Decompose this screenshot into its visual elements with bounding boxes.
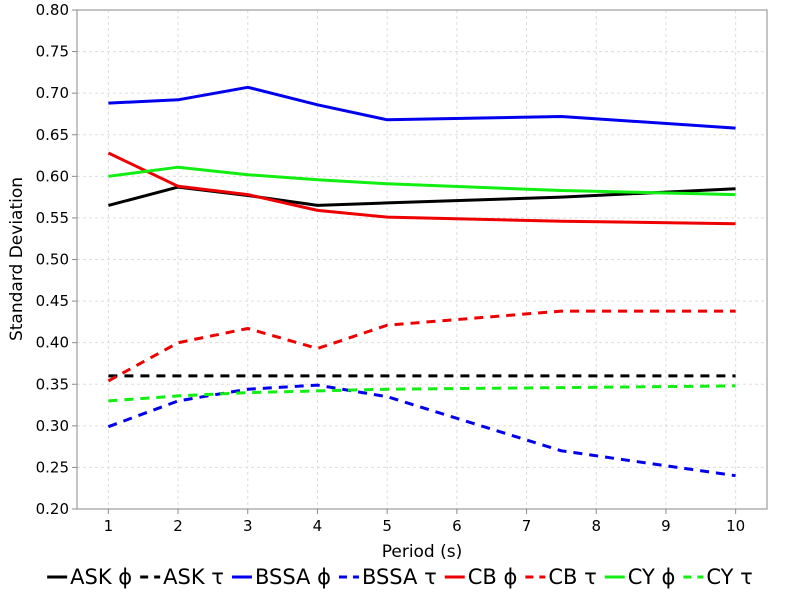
legend: ASK ϕ ASK τ BSSA ϕ BSSA τ CB ϕ CB τ CY ϕ CY τ xyxy=(47,565,753,589)
series-line-4 xyxy=(107,151,736,226)
legend-item-5: CB τ xyxy=(525,565,597,589)
y-tick-label: 0.45 xyxy=(36,292,69,310)
legend-item-1: ASK τ xyxy=(140,565,224,589)
y-tick-label: 0.65 xyxy=(36,126,69,144)
legend-item-4: CB ϕ xyxy=(444,565,518,589)
series-line-5 xyxy=(107,309,736,383)
y-tick-label: 0.60 xyxy=(36,167,69,185)
legend-label: CY ϕ xyxy=(628,565,676,589)
y-tick-label: 0.25 xyxy=(36,458,69,476)
series-line-7 xyxy=(108,384,736,403)
y-tick-label: 0.35 xyxy=(36,375,69,393)
legend-label: ASK τ xyxy=(163,565,224,589)
series-line-3 xyxy=(107,383,736,478)
x-axis-label: Period (s) xyxy=(382,542,463,562)
y-tick-label: 0.55 xyxy=(36,209,69,227)
legend-item-6: CY ϕ xyxy=(604,565,676,589)
series-line-6 xyxy=(108,165,736,197)
legend-label: CB τ xyxy=(548,565,596,589)
y-tick-label: 0.80 xyxy=(36,1,69,19)
legend-label: BSSA ϕ xyxy=(255,565,331,589)
legend-item-2: BSSA ϕ xyxy=(231,565,331,589)
x-tick-label: 3 xyxy=(243,517,253,535)
x-tick-label: 4 xyxy=(313,517,323,535)
x-tick-label: 7 xyxy=(522,517,532,535)
x-tick-label: 6 xyxy=(452,517,462,535)
y-tick-label: 0.20 xyxy=(36,500,69,518)
legend-item-0: ASK ϕ xyxy=(47,565,132,589)
x-tick-label: 10 xyxy=(726,517,745,535)
x-tick-label: 5 xyxy=(382,517,392,535)
legend-item-7: CY τ xyxy=(683,565,753,589)
legend-label: CB ϕ xyxy=(468,565,518,589)
x-tick-label: 2 xyxy=(173,517,183,535)
y-tick-label: 0.70 xyxy=(36,84,69,102)
x-tick-label: 1 xyxy=(104,517,114,535)
y-tick-label: 0.30 xyxy=(36,417,69,435)
legend-label: ASK ϕ xyxy=(70,565,132,589)
y-tick-label: 0.75 xyxy=(36,43,69,61)
y-axis: 0.20 0.25 0.30 0.35 0.40 0.45 0.50 0.55 0.60 0.65… xyxy=(36,1,77,518)
y-tick-label: 0.50 xyxy=(36,251,69,269)
x-tick-label: 8 xyxy=(591,517,601,535)
legend-item-3: BSSA τ xyxy=(338,565,437,589)
x-axis: 1 2 3 4 5 6 7 8 9 10 xyxy=(104,509,745,535)
legend-label: BSSA τ xyxy=(362,565,437,589)
y-axis-label: Standard Deviation xyxy=(7,177,27,341)
series-line-2 xyxy=(108,85,736,130)
series-lines xyxy=(107,85,736,478)
x-tick-label: 9 xyxy=(661,517,671,535)
y-tick-label: 0.40 xyxy=(36,334,69,352)
legend-label: CY τ xyxy=(706,565,752,589)
